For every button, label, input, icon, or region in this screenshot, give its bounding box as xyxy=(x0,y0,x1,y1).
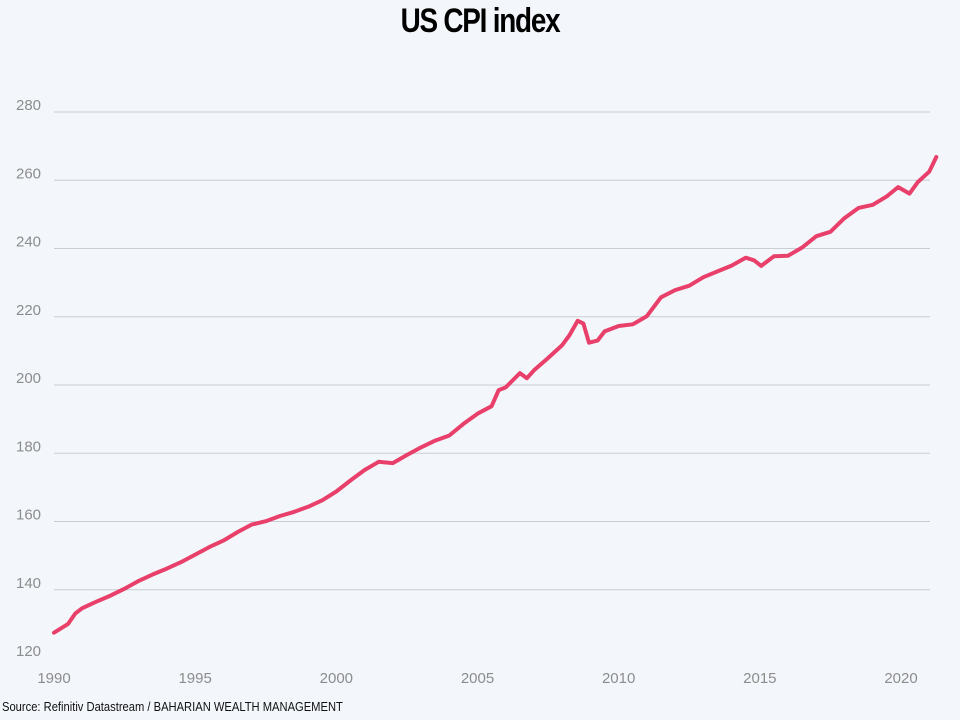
x-tick-label: 1990 xyxy=(37,670,70,687)
y-tick-label: 120 xyxy=(16,643,41,660)
cpi-series-line xyxy=(52,155,939,635)
source-note: Source: Refinitiv Datastream / BAHARIAN … xyxy=(2,699,343,714)
chart-title: US CPI index xyxy=(400,2,561,40)
x-tick-label: 2005 xyxy=(461,670,494,687)
y-tick-label: 200 xyxy=(16,370,41,387)
x-tick-label: 2020 xyxy=(884,670,917,687)
x-tick-label: 2015 xyxy=(743,670,776,687)
x-tick-label: 2000 xyxy=(320,670,353,687)
y-tick-label: 160 xyxy=(16,507,41,524)
y-tick-label: 240 xyxy=(16,234,41,251)
y-tick-label: 140 xyxy=(16,575,41,592)
x-tick-label: 1995 xyxy=(178,670,211,687)
y-tick-label: 220 xyxy=(16,302,41,319)
x-tick-label: 2010 xyxy=(602,670,635,687)
y-tick-label: 180 xyxy=(16,438,41,455)
y-tick-label: 260 xyxy=(16,165,41,182)
y-tick-label: 280 xyxy=(16,97,41,114)
